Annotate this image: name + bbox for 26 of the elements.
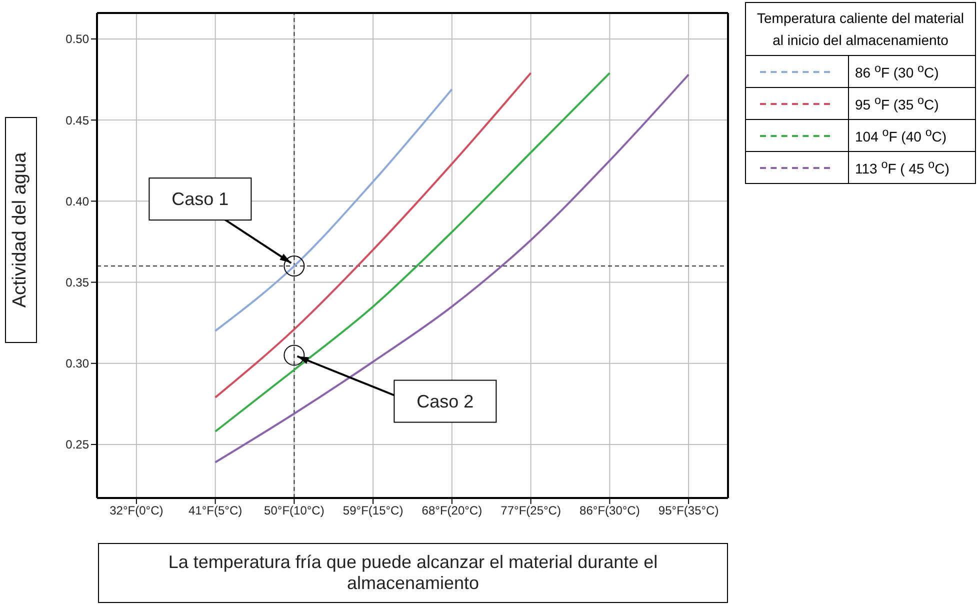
legend-label: 113 $^{o}$F ( 45 $^{o}$C) <box>848 152 976 184</box>
y-tick-label: 0.35 <box>66 276 90 290</box>
annotation: Caso 1 <box>172 189 229 210</box>
x-axis-title: La temperatura fría que puede alcanzar el material durante el almacenamiento <box>98 543 728 603</box>
x-tick-label: 68°F(20°C) <box>422 504 482 518</box>
y-tick-label: 0.50 <box>66 32 90 46</box>
legend-title: Temperatura caliente del material al inicio del almacenamiento <box>746 2 976 56</box>
legend-label: 86 $^{o}$F (30 $^{o}$C) <box>848 56 976 88</box>
line-series <box>214 74 690 464</box>
legend-label: 95 $^{o}$F (35 $^{o}$C) <box>848 88 976 120</box>
x-tick-label: 77°F(25°C) <box>500 504 561 518</box>
y-tick-label: 0.40 <box>66 194 90 208</box>
line-series <box>214 72 611 432</box>
y-tick-label: 0.25 <box>66 438 90 452</box>
annotation: Caso 2 <box>416 391 474 412</box>
line-series <box>214 88 453 332</box>
y-tick-label: 0.30 <box>66 356 90 371</box>
x-tick-label: 41°F(5°C) <box>188 504 242 518</box>
x-tick-label: 59°F(15°C) <box>342 504 404 518</box>
y-axis-title: Actividad del agua <box>10 152 32 308</box>
legend-label: 104 $^{o}$F (40 $^{o}$C) <box>848 120 976 152</box>
x-tick-label: 86°F(30°C) <box>580 504 640 518</box>
y-tick-label: 0.45 <box>66 113 90 128</box>
x-tick-label: 32°F(0°C) <box>110 504 164 518</box>
x-tick-label: 50°F(10°C) <box>264 504 324 518</box>
x-tick-label: 95°F(35°C) <box>658 504 719 518</box>
